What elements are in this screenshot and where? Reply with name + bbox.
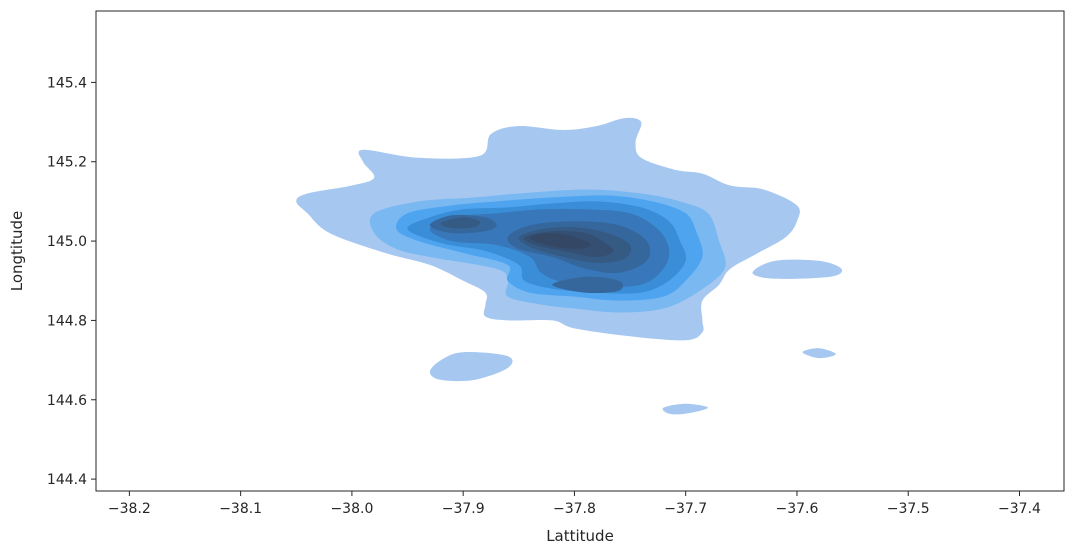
x-tick-label: −37.9 <box>442 501 485 517</box>
x-tick-label: −37.7 <box>664 501 707 517</box>
contour-level-7-west-core <box>440 217 481 229</box>
contour-level-6-south-core <box>552 276 624 294</box>
contour-level-1-southwest-blob <box>429 352 513 382</box>
y-tick-label: 144.6 <box>47 393 87 409</box>
y-axis: 144.4 144.6 144.8 145.0 145.2 145.4 <box>47 75 96 488</box>
x-tick-label: −38.1 <box>219 501 262 517</box>
x-tick-label: −37.5 <box>887 501 930 517</box>
x-tick-label: −38.0 <box>330 501 373 517</box>
contour-level-1-south-blob <box>662 403 708 415</box>
y-tick-label: 145.0 <box>47 234 87 250</box>
contour-level-9-central-core <box>529 233 592 249</box>
x-tick-label: −37.8 <box>553 501 596 517</box>
x-axis-label: Lattitude <box>546 527 614 545</box>
y-tick-label: 144.8 <box>47 313 87 329</box>
x-tick-label: −37.4 <box>998 501 1041 517</box>
contour-level-1-east-lobe <box>752 259 843 279</box>
plot-frame <box>95 10 1065 492</box>
y-tick-label: 145.2 <box>47 155 87 171</box>
x-tick-label: −37.6 <box>776 501 819 517</box>
y-axis-label: Longtitude <box>8 211 26 292</box>
y-tick-label: 144.4 <box>47 472 87 488</box>
x-tick-label: −38.2 <box>108 501 151 517</box>
y-tick-label: 145.4 <box>47 75 87 91</box>
contour-level-1-southeast-blob <box>802 348 836 359</box>
x-axis: −38.2 −38.1 −38.0 −37.9 −37.8 −37.7 −37.6 −37.5… <box>108 491 1041 517</box>
density-contours <box>296 117 843 415</box>
